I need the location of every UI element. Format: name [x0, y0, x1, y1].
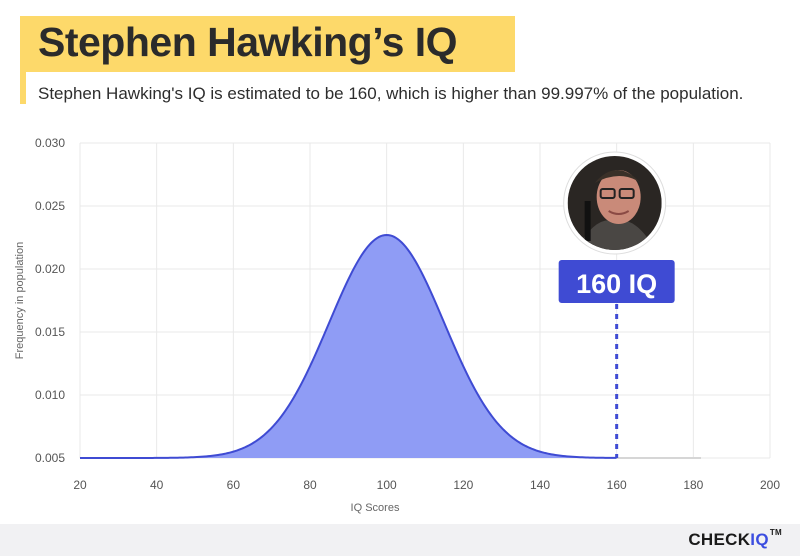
title-accent-stripe	[20, 16, 26, 104]
x-tick-label: 180	[683, 478, 703, 492]
portrait-wheelchair-headrest	[584, 201, 591, 241]
y-tick-label: 0.005	[35, 451, 65, 465]
y-tick-label: 0.020	[35, 262, 65, 276]
score-badge-label: 160 IQ	[576, 269, 657, 299]
page-title: Stephen Hawking’s IQ	[38, 19, 458, 65]
checkiq-logo: CHECKIQTM	[688, 528, 782, 550]
y-tick-label: 0.030	[35, 136, 65, 150]
y-tick-label: 0.010	[35, 388, 65, 402]
portrait-mouth	[608, 210, 630, 215]
x-tick-label: 140	[530, 478, 550, 492]
x-tick-label: 20	[73, 478, 87, 492]
x-axis-label: IQ Scores	[351, 502, 400, 514]
page-subtitle: Stephen Hawking's IQ is estimated to be …	[38, 84, 744, 103]
iq-distribution-chart: 20 40 60 80 100 120 140 160 180 200 0.005 0.010 0.01…	[14, 136, 780, 514]
x-tick-label: 120	[453, 478, 473, 492]
title-highlight	[20, 16, 515, 72]
distribution-area	[80, 234, 617, 458]
stephen-hawking-portrait	[567, 156, 662, 250]
logo-iq-text: IQ	[750, 530, 769, 549]
x-tick-label: 80	[303, 478, 317, 492]
portrait-glasses-left	[599, 188, 616, 199]
x-tick-label: 200	[760, 478, 780, 492]
logo-check-text: CHECK	[688, 530, 751, 549]
portrait-face	[596, 170, 641, 224]
x-tick-label: 160	[607, 478, 627, 492]
portrait-glasses-right	[618, 188, 635, 199]
x-tick-label: 40	[150, 478, 164, 492]
y-axis-label: Frequency in population	[14, 242, 26, 359]
x-tick-label: 100	[377, 478, 397, 492]
portrait-hair	[594, 170, 641, 183]
score-badge	[558, 260, 675, 303]
x-tick-label: 60	[227, 478, 241, 492]
distribution-line	[80, 233, 617, 459]
y-tick-label: 0.015	[35, 325, 65, 339]
footer: CHECKIQTM	[0, 524, 800, 556]
logo-tm-text: TM	[769, 528, 782, 538]
title-block: Stephen Hawking’s IQ	[20, 16, 515, 104]
y-tick-label: 0.025	[35, 199, 65, 213]
